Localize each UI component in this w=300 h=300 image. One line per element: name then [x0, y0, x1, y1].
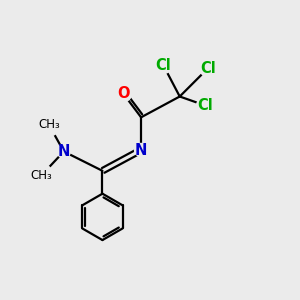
- Circle shape: [155, 57, 172, 74]
- Circle shape: [134, 143, 148, 157]
- Circle shape: [57, 145, 70, 158]
- Text: N: N: [58, 144, 70, 159]
- Circle shape: [197, 97, 213, 114]
- Text: O: O: [117, 86, 130, 101]
- Text: Cl: Cl: [155, 58, 171, 73]
- Circle shape: [115, 85, 132, 102]
- Text: Cl: Cl: [200, 61, 216, 76]
- Text: Cl: Cl: [197, 98, 213, 113]
- Text: N: N: [135, 142, 147, 158]
- Circle shape: [38, 113, 60, 136]
- Text: CH₃: CH₃: [31, 169, 52, 182]
- Circle shape: [200, 60, 216, 76]
- Circle shape: [30, 164, 53, 187]
- Text: CH₃: CH₃: [38, 118, 60, 131]
